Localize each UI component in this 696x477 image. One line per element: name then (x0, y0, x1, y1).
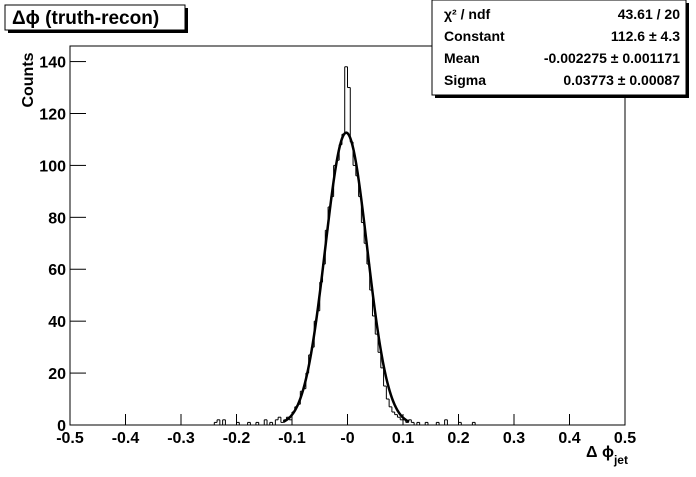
stats-value: 43.61 / 20 (618, 6, 680, 22)
x-tick-label: -0.3 (167, 430, 195, 447)
y-tick-label: 20 (48, 366, 66, 383)
x-tick-label: -0 (340, 430, 354, 447)
title-box (4, 4, 186, 31)
stats-label: Constant (444, 28, 505, 44)
x-axis-label-sub: jet (613, 453, 628, 467)
y-tick-label: 120 (39, 106, 66, 123)
stats-box (431, 0, 687, 96)
chart-title: Δϕ (truth-recon) (12, 8, 159, 29)
stats-label: χ² / ndf (444, 6, 490, 22)
x-tick-label: 0.1 (392, 430, 414, 447)
y-tick-label: 0 (57, 418, 66, 435)
x-axis-label: Δ ϕjet (586, 444, 628, 467)
x-tick-label: -0.1 (278, 430, 306, 447)
stats-label: Sigma (444, 72, 486, 88)
x-tick-label: -0.2 (223, 430, 251, 447)
x-axis-label-main: Δ ϕ (586, 444, 614, 461)
x-tick-label: -0.5 (56, 430, 84, 447)
y-tick-label: 140 (39, 55, 66, 72)
y-tick-label: 60 (48, 262, 66, 279)
y-tick-label: 100 (39, 158, 66, 175)
y-tick-label: 80 (48, 210, 66, 227)
stats-label: Mean (444, 50, 480, 66)
x-tick-label: 0.4 (558, 430, 580, 447)
y-tick-label: 40 (48, 314, 66, 331)
stats-value: 0.03773 ± 0.00087 (563, 72, 680, 88)
x-tick-label: 0.2 (447, 430, 469, 447)
stats-value: 112.6 ± 4.3 (611, 28, 680, 44)
fit-curve (282, 131, 410, 423)
stats-value: -0.002275 ± 0.001171 (544, 50, 680, 66)
x-tick-label: -0.4 (112, 430, 140, 447)
x-tick-label: 0.5 (614, 430, 636, 447)
y-axis-label: Counts (20, 52, 37, 107)
x-tick-label: 0.3 (503, 430, 525, 447)
